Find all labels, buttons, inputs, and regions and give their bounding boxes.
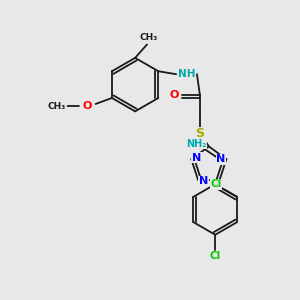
Text: CH₃: CH₃ [48,102,66,111]
Text: S: S [195,127,204,140]
Text: Cl: Cl [210,179,221,189]
Text: NH₂: NH₂ [186,139,207,149]
Text: CH₃: CH₃ [140,33,158,42]
Text: O: O [170,90,179,100]
Text: N: N [216,154,226,164]
Text: Cl: Cl [210,251,221,261]
Text: N: N [192,153,201,163]
Text: NH: NH [178,69,195,79]
Text: O: O [82,101,92,111]
Text: N: N [199,176,208,186]
